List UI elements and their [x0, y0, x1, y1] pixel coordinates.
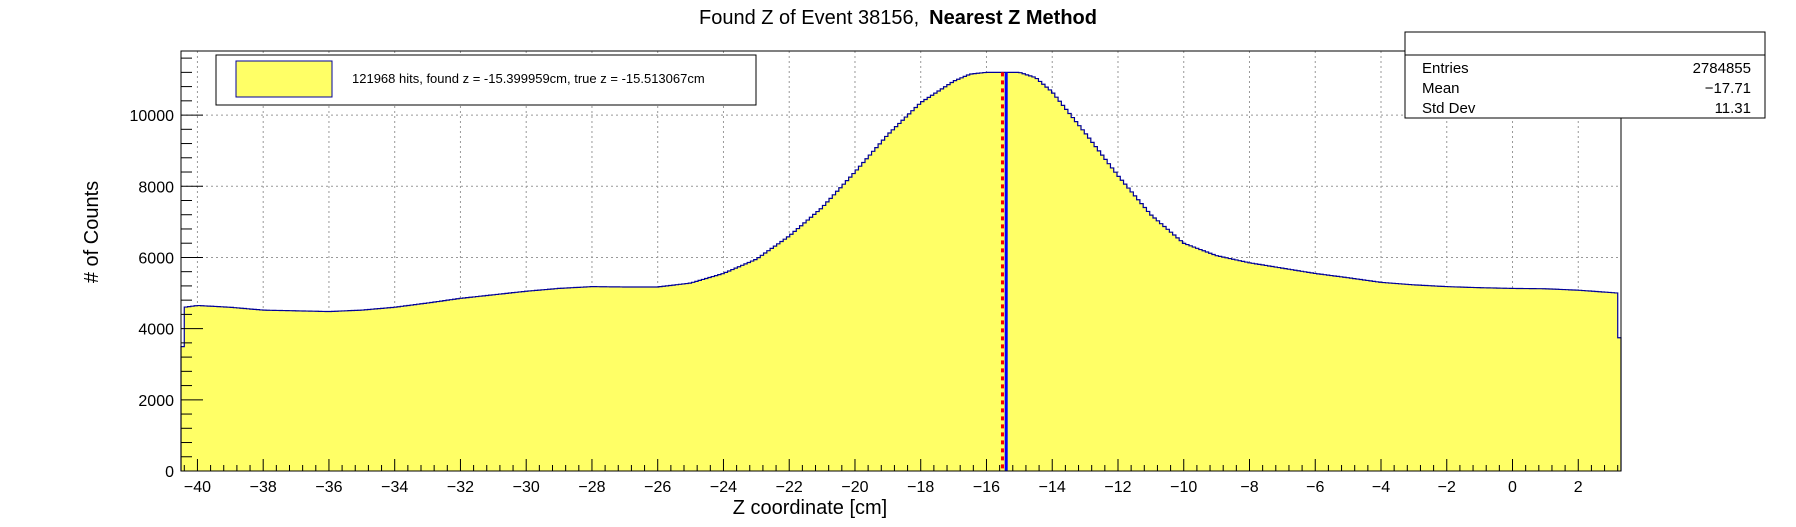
stats-label: Entries [1422, 60, 1469, 77]
x-tick-label: −28 [578, 479, 605, 496]
x-tick-label: −2 [1438, 479, 1456, 496]
x-tick-label: −38 [250, 479, 277, 496]
histogram-fill [181, 72, 1621, 472]
x-tick-label: −32 [447, 479, 474, 496]
chart-title-method: Nearest Z Method [929, 7, 1097, 29]
histogram-outline [180, 71, 1622, 471]
x-tick-label: −10 [1170, 479, 1197, 496]
stats-box: Entries 2784855 Mean −17.71 Std Dev 11.31 [1404, 31, 1766, 119]
stats-label: Std Dev [1422, 100, 1476, 117]
marker-layer [1000, 72, 1008, 471]
x-tick-label: −40 [184, 479, 211, 496]
x-tick-label: −34 [381, 479, 408, 496]
x-tick-label: −22 [776, 479, 803, 496]
chart-title-prefix: Found Z of Event 38156, [699, 7, 919, 29]
stats-label: Mean [1422, 80, 1460, 97]
y-axis-title: # of Counts [81, 181, 103, 283]
y-tick-label: 0 [165, 464, 174, 481]
tick-layer [181, 57, 1619, 472]
chart-title: Found Z of Event 38156, Nearest Z Method [699, 7, 1097, 29]
x-tick-label: −36 [315, 479, 342, 496]
x-tick-label: −16 [973, 479, 1000, 496]
x-tick-label: −12 [1104, 479, 1131, 496]
x-axis-title: Z coordinate [cm] [733, 497, 888, 519]
legend-entry: 121968 hits, found z = -15.399959cm, tru… [352, 71, 705, 86]
stats-value: 11.31 [1715, 100, 1751, 117]
y-tick-label: 6000 [138, 250, 174, 267]
x-tick-label: 0 [1508, 479, 1517, 496]
x-tick-label: −4 [1372, 479, 1390, 496]
stats-value: 2784855 [1693, 60, 1751, 77]
x-tick-label: −8 [1240, 479, 1258, 496]
x-tick-label: −20 [841, 479, 868, 496]
x-tick-label: −14 [1039, 479, 1066, 496]
x-tick-label: −6 [1306, 479, 1324, 496]
y-tick-label: 2000 [138, 393, 174, 410]
x-tick-label: −18 [907, 479, 934, 496]
x-tick-label: 2 [1574, 479, 1583, 496]
y-tick-label: 4000 [138, 322, 174, 339]
stats-value: −17.71 [1705, 80, 1751, 97]
x-tick-label: −30 [513, 479, 540, 496]
y-tick-label: 8000 [138, 179, 174, 196]
plot-frame [180, 50, 1622, 472]
legend-swatch [235, 60, 333, 98]
legend-box: 121968 hits, found z = -15.399959cm, tru… [215, 54, 757, 106]
tick-label-layer: −40 −38 −36 −34 −32 −30 −28 −26 −24 −22 −20 −18 −16−… [130, 108, 1583, 496]
y-tick-label: 10000 [130, 108, 175, 125]
x-tick-label: −26 [644, 479, 671, 496]
x-tick-label: −24 [710, 479, 737, 496]
